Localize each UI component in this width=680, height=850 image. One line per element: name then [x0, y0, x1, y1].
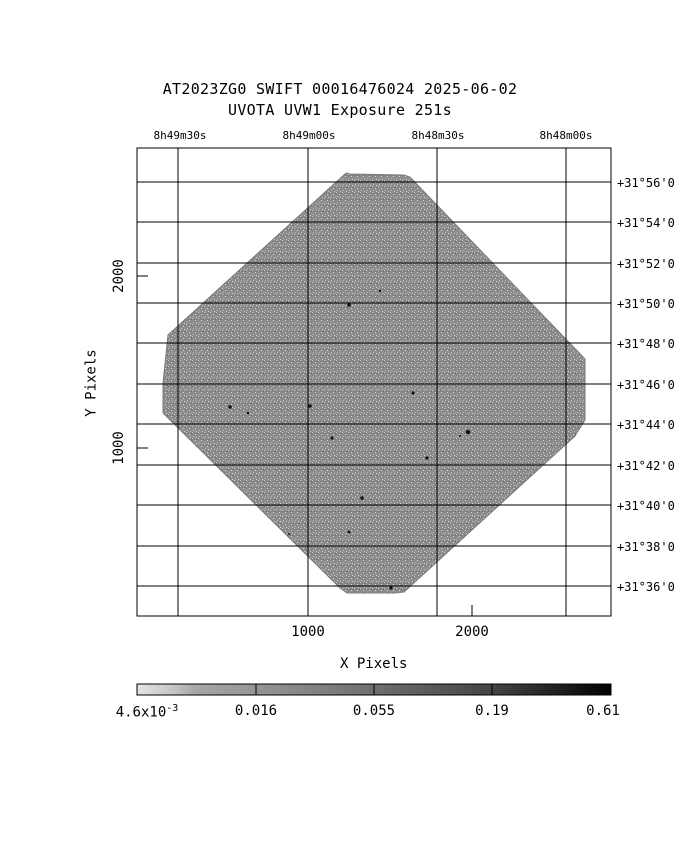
- point-sources: [228, 289, 471, 590]
- dec-tick-label: +31°56'0: [617, 176, 675, 190]
- exposure-footprint: [162, 172, 586, 594]
- source: [411, 391, 415, 395]
- source: [459, 435, 461, 437]
- dec-tick-label: +31°44'0: [617, 418, 675, 432]
- source: [425, 456, 429, 460]
- ra-tick-label: 8h48m30s: [411, 129, 465, 142]
- colorbar-ticks: [255, 684, 493, 695]
- source: [465, 429, 471, 435]
- ra-tick-label: 8h49m30s: [153, 129, 207, 142]
- image-subtitle: UVOTA UVW1 Exposure 251s: [228, 101, 452, 119]
- colorbar-tick-label: 0.016: [234, 703, 278, 719]
- source: [360, 496, 364, 500]
- image-title: AT2023ZG0 SWIFT 00016476024 2025-06-02: [162, 80, 518, 98]
- source: [330, 436, 334, 440]
- source: [246, 411, 250, 415]
- x-tick-label: 1000: [291, 624, 325, 640]
- plot-frame: [136, 147, 612, 617]
- source: [288, 533, 290, 535]
- source: [228, 405, 232, 409]
- pixel-axis-ticks: [137, 275, 473, 616]
- y-axis-label: Y Pixels: [83, 349, 100, 417]
- colorbar-tick-label: 0.055: [352, 703, 396, 719]
- dec-tick-label: +31°42'0: [617, 459, 675, 473]
- colorbar-tick-label: 0.61: [586, 703, 620, 719]
- dec-tick-label: +31°36'0: [617, 580, 675, 594]
- ra-tick-label: 8h49m00s: [282, 129, 336, 142]
- y-tick-label: 2000: [110, 259, 127, 293]
- coordinate-grid: [137, 148, 611, 616]
- source: [347, 303, 351, 307]
- source: [378, 289, 382, 293]
- source: [347, 530, 351, 534]
- dec-tick-label: +31°52'0: [617, 257, 675, 271]
- dec-tick-label: +31°38'0: [617, 540, 675, 554]
- colorbar-tick-label: 0.19: [475, 703, 509, 719]
- colorbar-min-label: 4.6x10-3: [115, 703, 179, 721]
- x-tick-label: 2000: [455, 624, 489, 640]
- dec-tick-label: +31°48'0: [617, 337, 675, 351]
- dec-tick-label: +31°46'0: [617, 378, 675, 392]
- source: [389, 586, 393, 590]
- dec-tick-label: +31°40'0: [617, 499, 675, 513]
- x-axis-label: X Pixels: [340, 656, 408, 672]
- dec-tick-label: +31°54'0: [617, 216, 675, 230]
- y-tick-label: 1000: [110, 431, 127, 465]
- source: [308, 404, 312, 408]
- dec-tick-label: +31°50'0: [617, 297, 675, 311]
- ra-tick-label: 8h48m00s: [539, 129, 593, 142]
